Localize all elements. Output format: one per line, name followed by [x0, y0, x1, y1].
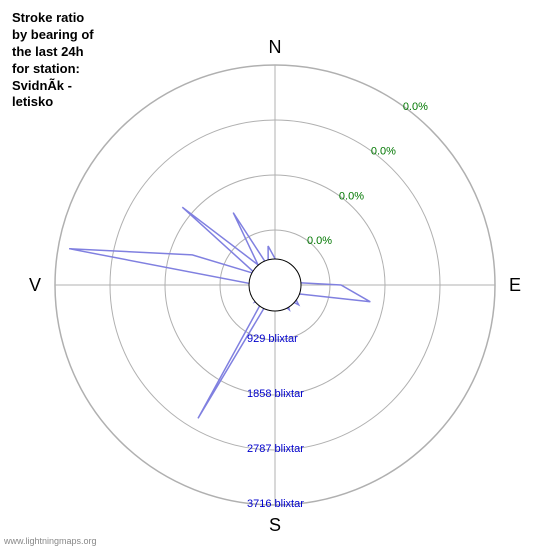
count-label: 3716 blixtar — [247, 498, 304, 510]
pct-label: 0.0% — [403, 101, 428, 113]
footer-credit: www.lightningmaps.org — [4, 536, 97, 546]
cardinal-n: N — [269, 37, 282, 57]
chart-title: Stroke ratio by bearing of the last 24h … — [12, 10, 94, 111]
count-label: 1858 blixtar — [247, 388, 304, 400]
count-label: 2787 blixtar — [247, 443, 304, 455]
cardinal-w: V — [29, 275, 41, 295]
count-label: 929 blixtar — [247, 333, 298, 345]
cardinal-s: S — [269, 515, 281, 535]
pct-label: 0.0% — [339, 190, 364, 202]
center-hole — [249, 259, 301, 311]
pct-label: 0.0% — [307, 235, 332, 247]
pct-label: 0.0% — [371, 146, 396, 158]
cardinal-e: E — [509, 275, 521, 295]
